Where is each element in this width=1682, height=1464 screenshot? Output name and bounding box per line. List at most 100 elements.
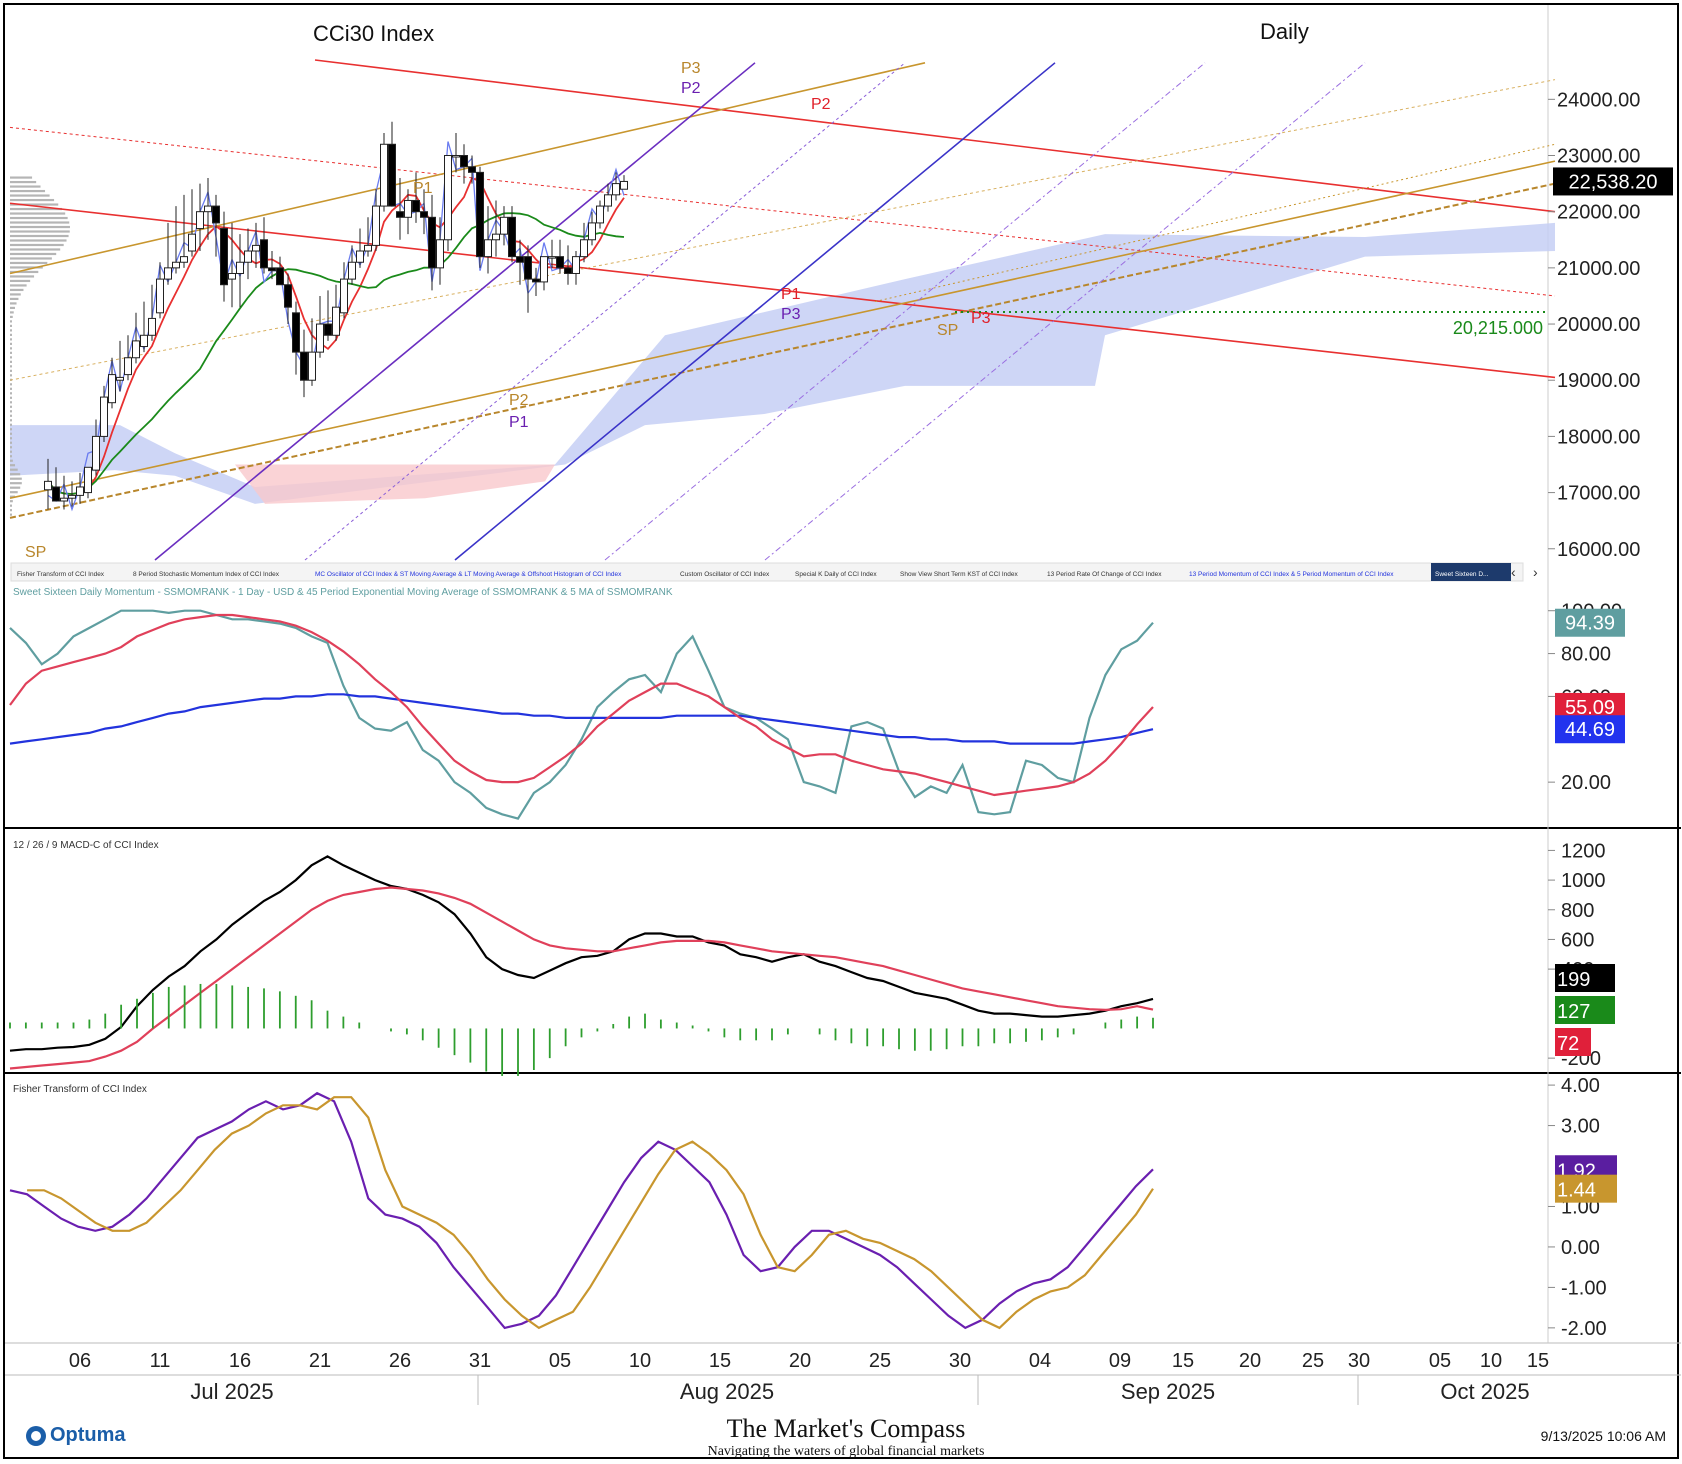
- axis-tick-label: 600: [1561, 929, 1594, 951]
- ichimoku-base-line: [47, 212, 625, 495]
- tab-scroll-right-icon[interactable]: ›: [1533, 564, 1538, 580]
- x-tick-label: 20: [789, 1350, 811, 1372]
- candle-body: [572, 256, 580, 274]
- indicator-tab[interactable]: 13 Period Rate Of Change of CCI Index: [1047, 571, 1162, 578]
- candle-body: [108, 374, 116, 404]
- indicator-tab[interactable]: Show View Short Term KST of CCI Index: [900, 571, 1019, 578]
- cloud-bullish: [10, 222, 1555, 504]
- red-pitchfork-lower: [9, 202, 1556, 379]
- volume-profile-bar: [10, 180, 37, 184]
- volume-profile-bar: [10, 189, 46, 193]
- chart-title: CCi30 Index: [313, 21, 434, 46]
- indicator-tab[interactable]: Fisher Transform of CCI Index: [17, 571, 105, 578]
- tab-scroll-left-icon[interactable]: ‹: [1511, 564, 1516, 580]
- volume-profile-bar: [10, 486, 21, 489]
- axis-tick-label: 20.00: [1561, 772, 1611, 794]
- blue-pitchfork-right: [454, 62, 1056, 561]
- candle-body: [364, 244, 372, 252]
- pivot-label: P3: [971, 310, 991, 327]
- series-line: [9, 1091, 1154, 1330]
- volume-profile-bar: [10, 450, 12, 453]
- series-line: [27, 1096, 1154, 1330]
- x-tick-label: 10: [1480, 1350, 1502, 1372]
- volume-profile-bar: [10, 185, 41, 188]
- volume-profile-bar: [10, 279, 31, 283]
- price-tick-label: 20000.00: [1557, 314, 1640, 336]
- x-month-label: Jul 2025: [190, 1379, 273, 1404]
- x-tick-label: 05: [1429, 1350, 1451, 1372]
- period-label: Daily: [1260, 19, 1309, 44]
- volume-profile-bar: [10, 225, 70, 229]
- purple-pitchfork-median: [304, 62, 906, 561]
- candle-body: [372, 205, 380, 246]
- candle-body: [284, 284, 292, 308]
- publication-subtitle: Navigating the waters of global financia…: [707, 1444, 985, 1459]
- volume-profile-bar: [10, 248, 61, 251]
- volume-profile-bar: [10, 432, 12, 435]
- volume-profile-bar: [10, 369, 12, 372]
- chart-frame: CCi30 Index Daily 24000.00 23000.00 22000.…: [3, 3, 1681, 1459]
- candle-body: [460, 155, 468, 168]
- value-badge: [1555, 1028, 1591, 1056]
- candle-body: [604, 194, 612, 207]
- indicator-tab[interactable]: 13 Period Momentum of CCI Index & 5 Peri…: [1189, 571, 1394, 578]
- volume-profile-bar: [10, 293, 21, 296]
- volume-profile-bar: [10, 288, 24, 292]
- pivot-label: P3: [781, 306, 801, 323]
- volume-profile-bar: [10, 221, 70, 224]
- volume-profile-bar: [10, 477, 22, 480]
- indicator-tab[interactable]: MC Oscillator of CCI Index & ST Moving A…: [315, 571, 622, 578]
- candle-body: [220, 228, 228, 286]
- pivot-label: P2: [681, 80, 701, 97]
- volume-profile-bar: [10, 410, 12, 413]
- axis-tick-label: 80.00: [1561, 644, 1611, 666]
- axis-tick-label: 1200: [1561, 840, 1606, 862]
- volume-profile-bar: [10, 320, 12, 323]
- volume-profile-bar: [10, 419, 12, 422]
- tab-active-bg: [1431, 563, 1511, 581]
- volume-profile-bar: [10, 513, 12, 516]
- candle-body: [492, 233, 500, 241]
- purple-pitchfork-ext: [604, 62, 1206, 561]
- purple-pitchfork-ext: [764, 62, 1366, 561]
- candle-body: [100, 396, 108, 437]
- pivot-label: P1: [509, 414, 529, 431]
- candle-body: [356, 250, 364, 263]
- volume-profile-bar: [10, 482, 22, 485]
- volume-profile-bar: [10, 302, 17, 305]
- candle-body: [380, 143, 388, 207]
- candle-body: [132, 340, 140, 359]
- series-line: [9, 613, 1154, 797]
- candle-body: [444, 155, 452, 241]
- optuma-logo-icon: [26, 1425, 46, 1446]
- candle-body: [260, 239, 268, 269]
- price-tick-label: 22000.00: [1557, 202, 1640, 224]
- candle-body: [404, 199, 412, 218]
- candle-body: [540, 256, 548, 283]
- indicator-tab[interactable]: Custom Oscillator of CCI Index: [680, 571, 770, 578]
- price-tick-label: 17000.00: [1557, 483, 1640, 505]
- candle-body: [588, 222, 596, 241]
- x-tick-label: 31: [469, 1350, 491, 1372]
- volume-profile-bar: [10, 392, 12, 395]
- indicator-tab[interactable]: Sweet Sixteen D...: [1435, 571, 1489, 578]
- candle-body: [276, 267, 284, 286]
- pitchfork-lines: [9, 59, 1556, 561]
- volume-profile-bar: [10, 315, 13, 319]
- cloud-bearish: [235, 464, 555, 504]
- gold-pitchfork-median: [9, 79, 1556, 381]
- gold-pitchfork-lower: [9, 160, 1556, 499]
- pivot-label: P2: [811, 96, 831, 113]
- indicator-tab[interactable]: 8 Period Stochastic Momentum Index of CC…: [133, 571, 280, 578]
- candle-body: [228, 272, 236, 280]
- value-badge-text: 72: [1557, 1033, 1579, 1055]
- candle-body: [428, 216, 436, 269]
- indicator-tab[interactable]: Special K Daily of CCI Index: [795, 571, 877, 578]
- gold-pitchfork-upper: [9, 62, 926, 275]
- gold-pitchfork-dashed: [9, 182, 1556, 519]
- x-month-label: Aug 2025: [680, 1379, 774, 1404]
- volume-profile-bar: [10, 252, 57, 256]
- candle-body: [564, 267, 572, 274]
- candle-body: [532, 278, 540, 283]
- volume-profile: [10, 176, 70, 516]
